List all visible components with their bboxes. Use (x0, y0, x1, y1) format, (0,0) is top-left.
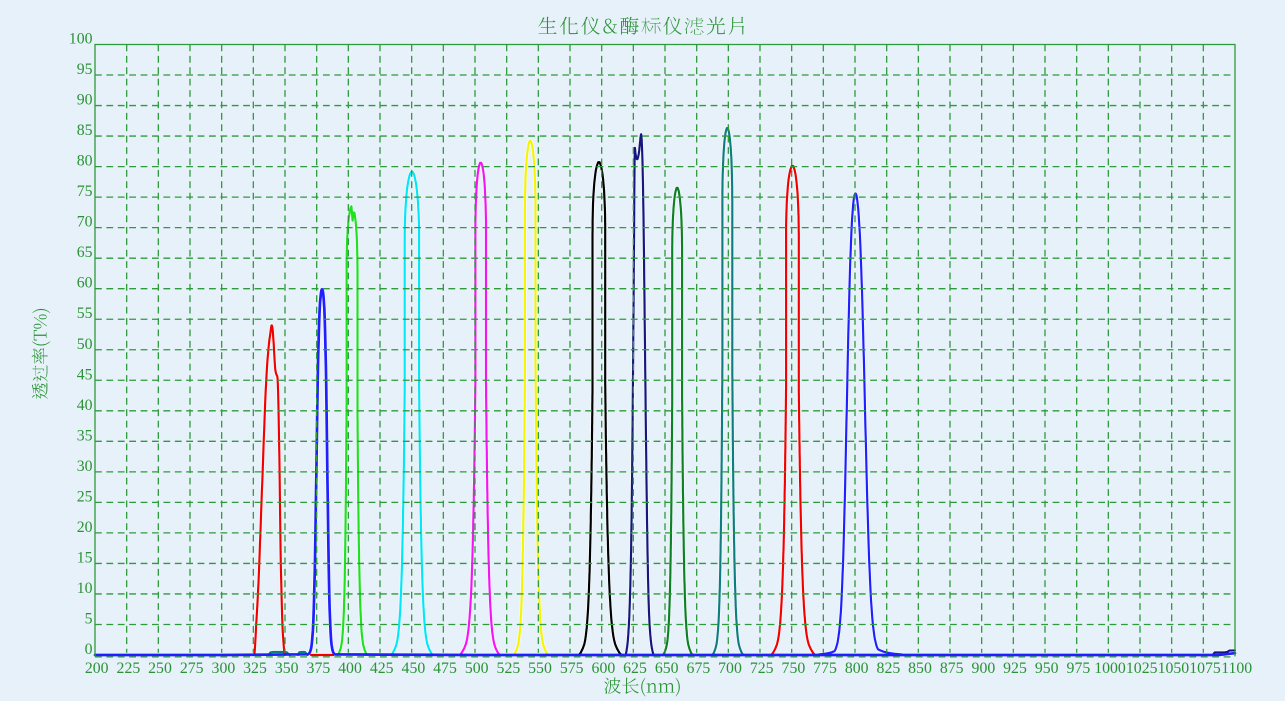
svg-text:50: 50 (77, 336, 93, 353)
svg-text:775: 775 (813, 660, 837, 677)
svg-text:20: 20 (77, 519, 93, 536)
svg-text:375: 375 (307, 660, 331, 677)
svg-text:100: 100 (69, 31, 93, 48)
svg-text:40: 40 (77, 397, 93, 414)
svg-text:975: 975 (1067, 660, 1091, 677)
svg-text:1075: 1075 (1189, 660, 1221, 677)
svg-text:1000: 1000 (1094, 660, 1126, 677)
svg-text:200: 200 (85, 660, 109, 677)
svg-text:225: 225 (117, 660, 141, 677)
svg-text:90: 90 (77, 92, 93, 109)
svg-text:1050: 1050 (1158, 660, 1190, 677)
svg-text:700: 700 (718, 660, 742, 677)
svg-text:80: 80 (77, 153, 93, 170)
svg-text:500: 500 (465, 660, 489, 677)
svg-text:5: 5 (85, 611, 93, 628)
svg-text:25: 25 (77, 488, 93, 505)
svg-text:600: 600 (592, 660, 616, 677)
svg-text:75: 75 (77, 183, 93, 200)
svg-text:60: 60 (77, 275, 93, 292)
svg-text:650: 650 (655, 660, 679, 677)
svg-text:300: 300 (212, 660, 236, 677)
svg-text:95: 95 (77, 61, 93, 78)
svg-text:950: 950 (1035, 660, 1059, 677)
svg-text:30: 30 (77, 458, 93, 475)
svg-text:875: 875 (940, 660, 964, 677)
svg-text:10: 10 (77, 580, 93, 597)
svg-text:400: 400 (338, 660, 362, 677)
svg-text:925: 925 (1003, 660, 1027, 677)
svg-text:250: 250 (148, 660, 172, 677)
svg-text:15: 15 (77, 549, 93, 566)
svg-text:65: 65 (77, 244, 93, 261)
svg-text:85: 85 (77, 122, 93, 139)
svg-text:825: 825 (877, 660, 901, 677)
svg-text:0: 0 (85, 641, 93, 658)
svg-text:575: 575 (560, 660, 584, 677)
svg-text:70: 70 (77, 214, 93, 231)
svg-text:850: 850 (908, 660, 932, 677)
svg-text:55: 55 (77, 305, 93, 322)
svg-text:550: 550 (528, 660, 552, 677)
svg-text:475: 475 (433, 660, 457, 677)
svg-text:675: 675 (687, 660, 711, 677)
svg-text:275: 275 (180, 660, 204, 677)
svg-text:425: 425 (370, 660, 394, 677)
svg-text:525: 525 (497, 660, 521, 677)
svg-text:625: 625 (623, 660, 647, 677)
svg-text:900: 900 (972, 660, 996, 677)
svg-text:45: 45 (77, 366, 93, 383)
svg-text:325: 325 (243, 660, 267, 677)
svg-text:800: 800 (845, 660, 869, 677)
svg-text:350: 350 (275, 660, 299, 677)
svg-text:750: 750 (782, 660, 806, 677)
svg-text:725: 725 (750, 660, 774, 677)
svg-text:1100: 1100 (1221, 660, 1252, 677)
svg-text:35: 35 (77, 427, 93, 444)
svg-text:450: 450 (402, 660, 426, 677)
svg-text:1025: 1025 (1126, 660, 1158, 677)
